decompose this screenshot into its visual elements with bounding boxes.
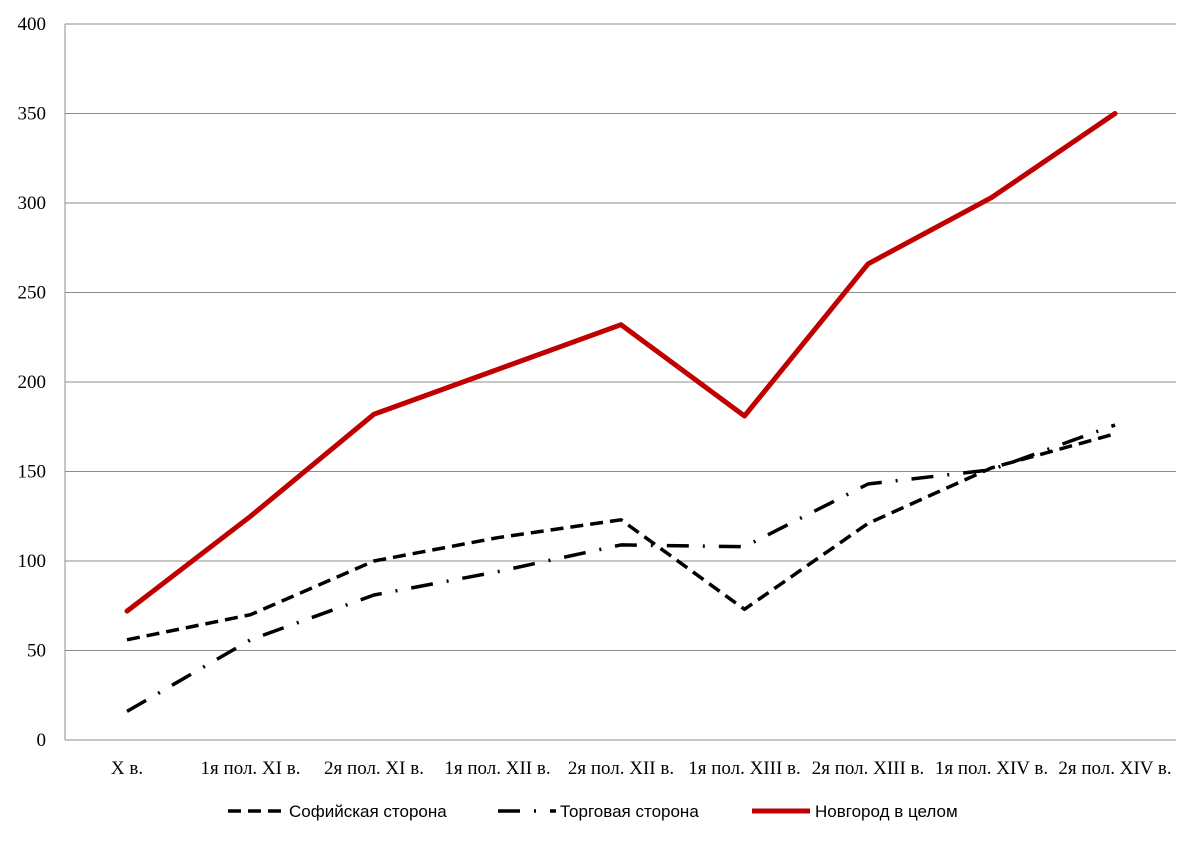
series-line-3	[124, 111, 1118, 614]
x-axis-ticks: X в. 1я пол. XI в. 2я пол. XI в. 1я пол. XI…	[111, 758, 1172, 779]
y-axis-ticks: 0 50 100 150 200 250 300 350 400	[18, 14, 47, 751]
series-line-2	[126, 423, 1116, 713]
legend-label: Новгород в целом	[815, 802, 958, 821]
y-tick-label: 0	[37, 730, 47, 751]
y-tick-label: 300	[18, 193, 47, 214]
y-tick-label: 250	[18, 283, 47, 304]
x-tick-label: 2я пол. XIV в.	[1058, 758, 1171, 779]
x-tick-label: 1я пол. XIV в.	[935, 758, 1048, 779]
y-tick-label: 50	[27, 641, 46, 662]
x-tick-label: 1я пол. XIII в.	[688, 758, 801, 779]
series-lines	[124, 111, 1118, 713]
y-tick-label: 100	[18, 551, 47, 572]
series-line-1	[126, 432, 1116, 642]
x-tick-label: 1я пол. XI в.	[201, 758, 301, 779]
y-tick-label: 400	[18, 14, 47, 35]
y-tick-label: 350	[18, 104, 47, 125]
legend: Софийская сторона Торговая сторона Новгоро…	[228, 802, 958, 821]
y-tick-label: 150	[18, 462, 47, 483]
x-tick-label: 1я пол. XII в.	[444, 758, 550, 779]
legend-label: Торговая сторона	[560, 802, 699, 821]
x-tick-label: 2я пол. XIII в.	[812, 758, 925, 779]
axes	[64, 24, 1176, 741]
x-tick-label: 2я пол. XI в.	[324, 758, 424, 779]
x-tick-label: 2я пол. XII в.	[568, 758, 674, 779]
y-tick-label: 200	[18, 372, 47, 393]
x-tick-label: X в.	[111, 758, 143, 779]
legend-label: Софийская сторона	[289, 802, 447, 821]
gridlines	[65, 23, 1176, 651]
